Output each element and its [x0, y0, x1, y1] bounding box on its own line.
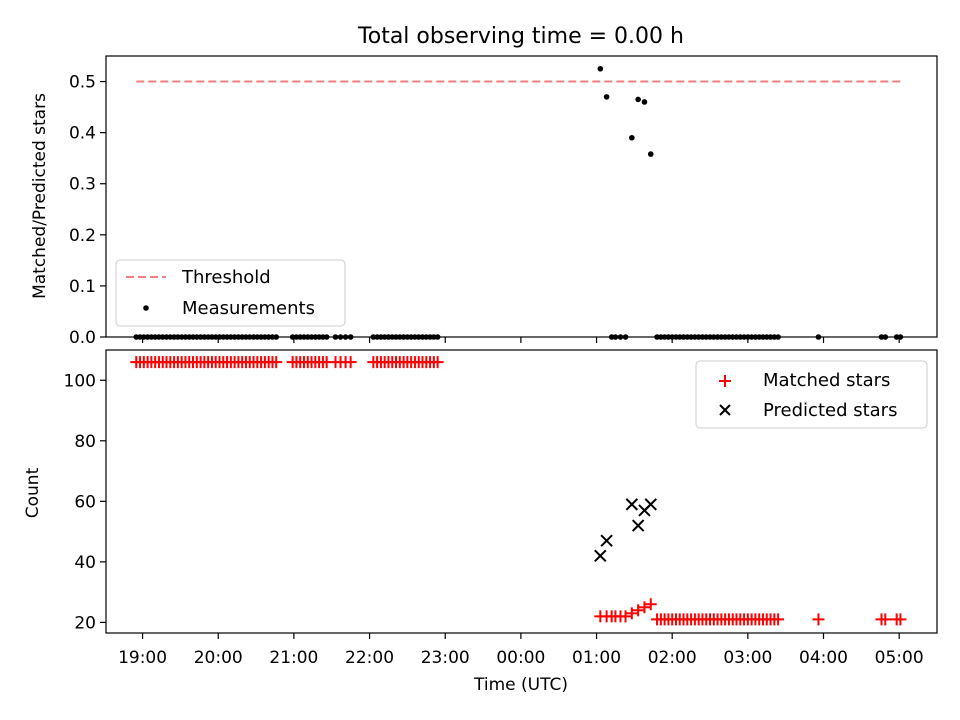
measurement-point [342, 334, 349, 340]
matched-star-point [772, 613, 785, 626]
measurement-point [629, 134, 635, 141]
measurement-point [641, 99, 648, 105]
measurement-point [775, 334, 781, 340]
legend-predicted-label: Predicted stars [763, 400, 897, 421]
measurement-point [273, 334, 280, 340]
measurement-point [897, 334, 904, 340]
legend-measurements-swatch [143, 305, 149, 311]
measurement-point [347, 334, 354, 340]
measurement-point [612, 334, 619, 340]
measurement-point [603, 94, 610, 100]
bottom-x-ticks: 19:00 20:00 21:00 22:00 23:00 00:00 01:00 02:00… [118, 633, 924, 668]
matched-star-point [812, 613, 825, 626]
measurement-point [815, 334, 822, 340]
x-tick-label: 03:00 [723, 648, 772, 668]
predicted-star-point [600, 534, 613, 547]
bottom-y-axis-label: Count [23, 467, 43, 518]
x-tick-label: 04:00 [799, 648, 848, 668]
top-y-tick-label: 0.4 [69, 124, 96, 144]
x-tick-label: 21:00 [269, 648, 318, 668]
top-axes-frame [105, 55, 938, 338]
legend-predicted-swatch [719, 404, 731, 416]
matched-star-point [879, 613, 892, 626]
bottom-axes-frame [105, 349, 938, 634]
x-tick-label: 02:00 [648, 648, 697, 668]
matched-star-point [344, 356, 357, 369]
matched-star-point [638, 601, 651, 614]
predicted-star-point [594, 549, 607, 563]
top-y-tick-label: 0.2 [69, 226, 96, 246]
legend-matched-swatch [719, 375, 731, 387]
predicted-star-point [625, 498, 639, 511]
top-y-tick-label: 0.1 [69, 277, 96, 297]
legend-threshold-label: Threshold [181, 267, 271, 288]
bottom-y-tick-label: 60 [74, 492, 96, 512]
matched-star-point [619, 610, 632, 623]
measurement-point [635, 96, 641, 103]
x-tick-label: 01:00 [572, 648, 621, 668]
x-axis-label: Time (UTC) [473, 675, 568, 695]
x-tick-label: 23:00 [421, 648, 470, 668]
x-tick-label: 00:00 [496, 648, 545, 668]
top-y-axis-label: Matched/Predicted stars [30, 93, 50, 299]
matched-star-point [894, 613, 907, 626]
bottom-legend-box [695, 360, 928, 429]
x-tick-label: 19:00 [118, 648, 167, 668]
top-panel: 0.0 0.1 0.2 0.3 0.4 0.5 Matched/Predicted sta… [30, 55, 938, 348]
measurement-points [133, 65, 904, 340]
matched-star-point [431, 356, 444, 369]
measurement-point [882, 334, 889, 340]
bottom-y-tick-label: 40 [74, 553, 96, 573]
measurement-point [332, 334, 339, 340]
bottom-legend: Matched stars Predicted stars [695, 360, 928, 429]
top-y-ticks: 0.0 0.1 0.2 0.3 0.4 0.5 [69, 73, 106, 348]
top-y-tick-label: 0.5 [69, 73, 96, 93]
bottom-y-ticks: 20 40 60 80 100 [64, 371, 106, 633]
x-tick-label: 05:00 [875, 648, 924, 668]
predicted-star-point [644, 498, 657, 511]
bottom-panel: 20 40 60 80 100 19:00 20:00 21:00 22:00 23:00 00:… [23, 349, 938, 695]
measurement-point [617, 334, 624, 340]
bottom-y-tick-label: 20 [74, 613, 96, 633]
measurement-point [622, 334, 629, 340]
count-points [130, 356, 907, 626]
measurement-point [434, 334, 441, 340]
bottom-y-tick-label: 100 [64, 371, 96, 391]
measurement-point [337, 334, 344, 340]
x-tick-label: 20:00 [194, 648, 243, 668]
matched-star-point [644, 598, 657, 611]
top-y-tick-label: 0.3 [69, 175, 96, 195]
measurement-point [323, 334, 330, 340]
top-legend: Threshold Measurements [115, 259, 346, 327]
matched-star-point [625, 607, 638, 620]
legend-measurements-label: Measurements [182, 298, 315, 319]
matched-star-point [632, 604, 645, 617]
legend-matched-label: Matched stars [763, 370, 890, 391]
top-y-tick-label: 0.0 [69, 328, 96, 348]
measurement-point [597, 65, 604, 72]
chart-title: Total observing time = 0.00 h [357, 24, 684, 49]
x-tick-label: 22:00 [345, 648, 394, 668]
matched-star-point [270, 356, 283, 369]
top-legend-box [115, 259, 346, 327]
predicted-star-point [631, 519, 645, 532]
bottom-y-tick-label: 80 [74, 432, 96, 452]
measurement-point [647, 151, 654, 157]
